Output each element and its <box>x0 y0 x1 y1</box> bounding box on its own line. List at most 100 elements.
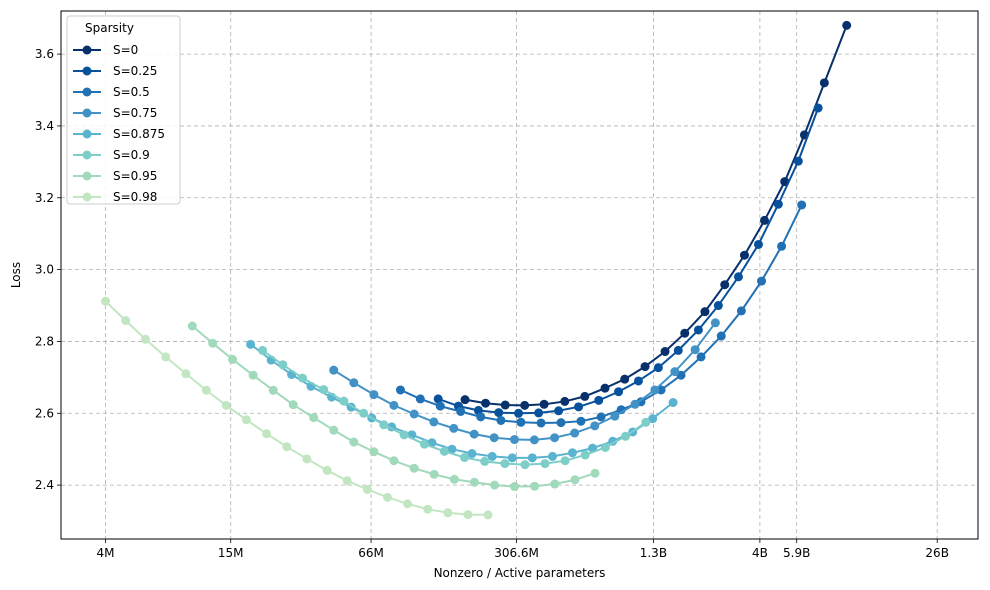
data-point <box>576 416 586 426</box>
data-point <box>842 20 852 30</box>
data-point <box>600 442 610 452</box>
x-tick-label: 1.3B <box>640 546 667 560</box>
legend-label: S=0 <box>113 43 138 57</box>
data-point <box>469 429 479 439</box>
series-S=0.5 <box>395 200 807 428</box>
data-point <box>403 499 413 509</box>
legend-item: S=0.75 <box>73 106 157 120</box>
data-point <box>520 460 530 470</box>
x-tick-label: 4M <box>97 546 115 560</box>
data-point <box>500 400 510 410</box>
data-point <box>620 374 630 384</box>
data-point <box>777 241 787 251</box>
data-point <box>673 345 683 355</box>
data-point <box>433 394 443 404</box>
legend-marker <box>82 66 92 76</box>
data-point <box>228 354 238 364</box>
data-point <box>630 399 640 409</box>
data-point <box>641 417 651 427</box>
data-point <box>550 433 560 443</box>
data-point <box>121 316 131 326</box>
data-point <box>268 385 278 395</box>
y-axis: 2.4 2.6 2.8 3.0 3.2 3.4 3.6 <box>35 47 61 492</box>
data-point <box>534 408 544 418</box>
data-point <box>760 215 769 225</box>
x-tick-label: 26B <box>925 546 949 560</box>
data-point <box>819 78 829 88</box>
x-axis-label: Nonzero / Active parameters <box>434 566 606 580</box>
data-point <box>435 401 445 411</box>
series-S=0.9 <box>258 345 651 470</box>
data-point <box>527 453 537 463</box>
data-point <box>349 437 359 447</box>
legend-item: S=0.875 <box>73 127 165 141</box>
series-layer <box>101 20 852 520</box>
data-point <box>349 378 359 388</box>
legend-marker <box>82 192 92 202</box>
data-point <box>580 391 590 401</box>
data-point <box>594 395 604 405</box>
data-point <box>208 338 218 348</box>
data-point <box>487 451 497 461</box>
data-point <box>460 395 470 405</box>
data-point <box>489 433 499 443</box>
data-point <box>574 402 584 412</box>
data-point <box>610 411 620 421</box>
data-point <box>329 365 339 375</box>
data-point <box>429 417 439 427</box>
data-point <box>560 396 570 406</box>
data-point <box>720 280 730 290</box>
series-S=0.98 <box>101 296 493 520</box>
legend-marker <box>82 45 92 55</box>
legend-marker <box>82 171 92 181</box>
data-point <box>733 272 743 282</box>
data-point <box>813 103 823 113</box>
data-point <box>739 250 749 260</box>
y-tick-label: 2.4 <box>35 478 54 492</box>
data-point <box>614 387 624 397</box>
data-point <box>797 200 807 210</box>
data-point <box>490 480 500 490</box>
legend-label: S=0.5 <box>113 85 150 99</box>
data-point <box>570 428 580 438</box>
data-point <box>302 454 312 464</box>
data-point <box>653 363 663 373</box>
series-S=0.75 <box>329 318 720 445</box>
data-point <box>319 385 329 395</box>
data-point <box>369 447 379 457</box>
data-point <box>550 479 560 489</box>
data-point <box>409 409 419 419</box>
legend-box <box>66 15 181 205</box>
legend-label: S=0.25 <box>113 64 157 78</box>
x-tick-label: 4B <box>752 546 768 560</box>
y-tick-label: 3.2 <box>35 191 54 205</box>
data-point <box>570 475 580 485</box>
data-point <box>362 484 372 494</box>
data-point <box>389 456 399 466</box>
data-point <box>736 306 746 316</box>
data-point <box>246 339 256 349</box>
data-point <box>278 360 288 370</box>
legend-marker <box>82 129 92 139</box>
legend-item: S=0.9 <box>73 148 150 162</box>
x-tick-label: 66M <box>358 546 384 560</box>
data-point <box>539 399 549 409</box>
data-point <box>590 421 600 431</box>
data-point <box>640 362 650 372</box>
y-axis-label: Loss <box>9 262 23 288</box>
data-point <box>554 406 564 416</box>
data-point <box>633 376 643 386</box>
data-point <box>693 325 703 335</box>
data-point <box>680 328 690 338</box>
legend-marker <box>82 87 92 97</box>
data-point <box>329 425 339 435</box>
data-point <box>620 431 630 441</box>
y-tick-label: 2.6 <box>35 406 54 420</box>
legend: Sparsity S=0 S=0.25 S=0.5 S=0.75 S=0.875 S=0.… <box>66 15 181 205</box>
data-point <box>496 415 506 425</box>
data-point <box>556 418 566 428</box>
legend-label: S=0.875 <box>113 127 165 141</box>
data-point <box>716 331 726 341</box>
data-point <box>668 398 678 408</box>
